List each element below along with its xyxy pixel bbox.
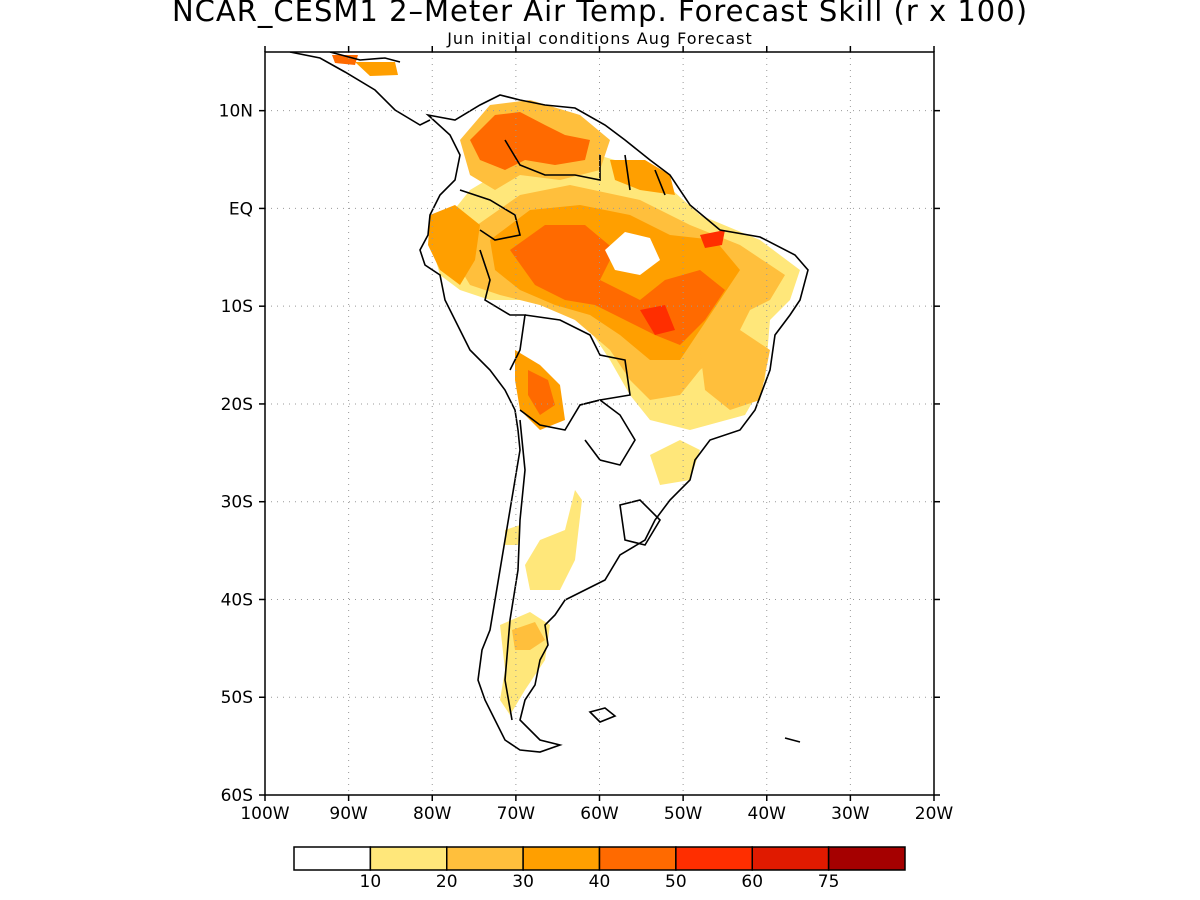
lon-tick-label: 70W <box>497 804 536 824</box>
lon-tick-label: 100W <box>240 804 289 824</box>
skill-region-amazon-dark <box>510 225 725 345</box>
colorbar-swatch <box>675 846 753 871</box>
border-colombia <box>459 189 521 241</box>
skill-region-argentina-1 <box>525 490 582 590</box>
lat-tick-label: 10S <box>221 297 253 317</box>
lat-tick-label: 30S <box>221 493 253 513</box>
colorbar-swatch <box>369 846 448 871</box>
lon-tick-label: 80W <box>413 804 452 824</box>
skill-region-patagonia-core <box>512 622 545 650</box>
falklands <box>588 707 617 723</box>
border-bolivia <box>519 314 631 431</box>
lon-tick-label: 60W <box>580 804 619 824</box>
colorbar-label: 75 <box>818 872 840 892</box>
colorbar-swatch <box>827 846 906 871</box>
skill-region-argentina-2 <box>505 525 520 545</box>
skill-region-south-brazil <box>650 440 700 485</box>
lon-tick-label: 30W <box>831 804 870 824</box>
colorbar-swatch <box>751 846 830 871</box>
border-guianas <box>624 154 666 196</box>
lat-tick-label: EQ <box>229 199 253 219</box>
skill-region-amazon-peak <box>640 305 675 335</box>
border-argentina-chile <box>504 419 526 721</box>
skill-region-north-coast-dark <box>470 112 590 170</box>
skill-region-white-center <box>605 232 660 275</box>
skill-region-bolivia-core <box>528 370 555 415</box>
colorbar-label: 30 <box>512 872 534 892</box>
border-venezuela <box>504 139 601 181</box>
colorbar: 10 20 30 40 50 60 75 <box>293 846 906 892</box>
skill-region-east-brazil <box>700 330 770 410</box>
lon-tick-label: 50W <box>664 804 703 824</box>
lat-tick-label: 50S <box>221 688 253 708</box>
lon-tick-label: 90W <box>329 804 368 824</box>
colorbar-label: 10 <box>360 872 382 892</box>
central-america-coastline <box>289 52 431 126</box>
colorbar-label: 50 <box>665 872 687 892</box>
border-peru <box>479 249 526 371</box>
colorbar-label: 40 <box>589 872 611 892</box>
colorbar-swatch <box>522 846 601 871</box>
south-georgia <box>784 737 801 743</box>
colorbar-swatch <box>446 846 524 871</box>
lat-tick-label: 10N <box>219 102 253 122</box>
skill-region-central-america-2 <box>355 62 398 76</box>
lat-tick-label: 20S <box>221 395 253 415</box>
skill-region-amazon-peak-2 <box>700 230 725 248</box>
colorbar-swatch <box>598 846 677 871</box>
longitude-axis: 100W 90W 80W 70W 60W 50W 40W 30W 20W <box>240 46 953 824</box>
latitude-axis: 10N EQ 10S 20S 30S 40S 50S 60S <box>219 102 940 806</box>
border-uruguay <box>619 499 662 546</box>
lon-tick-label: 40W <box>748 804 787 824</box>
map-subtitle: Jun initial conditions Aug Forecast <box>447 29 753 48</box>
skill-shading <box>332 55 800 715</box>
colorbar-label: 60 <box>741 872 763 892</box>
lat-tick-label: 40S <box>221 590 253 610</box>
skill-region-ecuador <box>428 205 480 285</box>
south-america-coastline <box>419 94 809 753</box>
border-paraguay <box>579 399 636 466</box>
colorbar-swatch <box>293 846 372 871</box>
map-title: NCAR_CESM1 2–Meter Air Temp. Forecast Sk… <box>171 0 1029 28</box>
lat-tick-label: 60S <box>221 786 253 806</box>
colorbar-label: 20 <box>436 872 458 892</box>
lon-tick-label: 20W <box>915 804 954 824</box>
